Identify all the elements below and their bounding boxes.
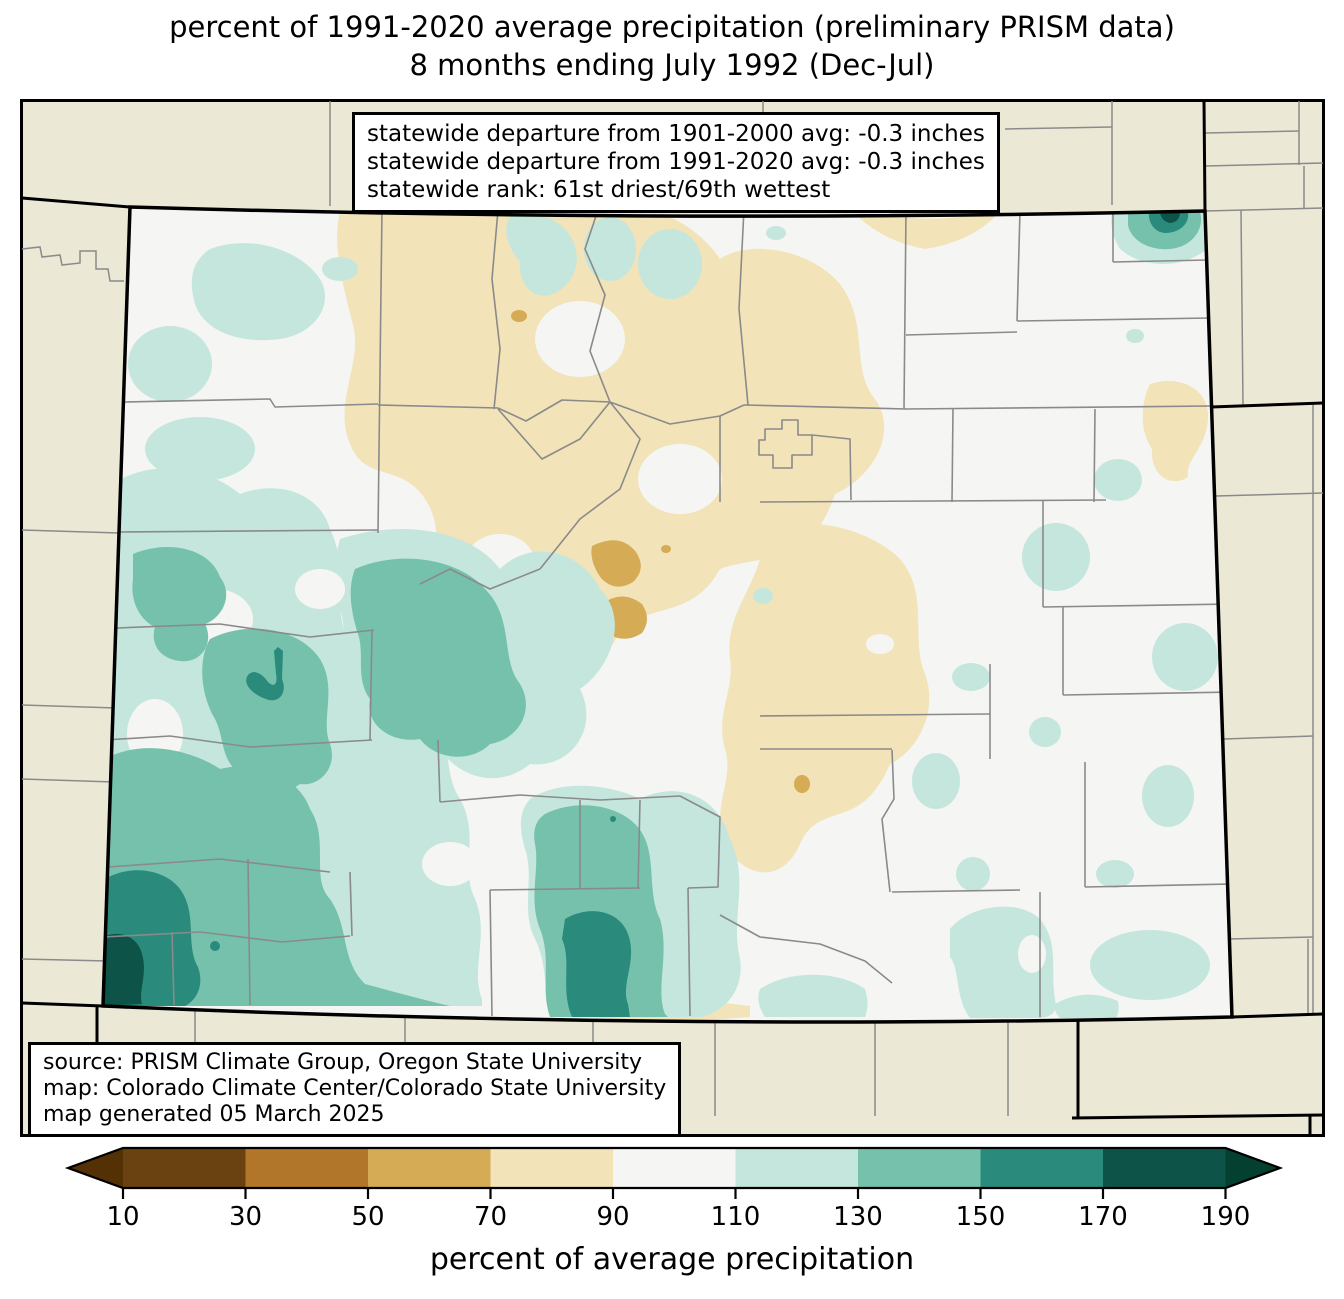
colorbar <box>58 1146 1288 1202</box>
colorbar-segment <box>368 1148 491 1188</box>
source-line-1: source: PRISM Climate Group, Oregon Stat… <box>43 1050 643 1075</box>
precipitation-contours <box>103 207 1218 1021</box>
title-line-1: percent of 1991-2020 average precipitati… <box>169 10 1175 44</box>
colorbar-axis-label: percent of average precipitation <box>429 1242 915 1277</box>
statewide-stats-box: statewide departure from 1901-2000 avg: … <box>352 112 1000 213</box>
figure-title: percent of 1991-2020 average precipitati… <box>0 8 1344 84</box>
map-area <box>20 99 1325 1137</box>
colorbar-segment <box>490 1148 613 1188</box>
colorbar-segment <box>1103 1148 1226 1188</box>
tick-label: 50 <box>351 1202 385 1232</box>
stats-line-2: statewide departure from 1991-2020 avg: … <box>367 149 985 175</box>
colorbar-tick-labels: 10 30 50 70 90 110 130 150 170 190 <box>58 1202 1288 1236</box>
colorbar-segment <box>245 1148 368 1188</box>
contours-150-170 <box>103 212 1189 1017</box>
title-line-2: 8 months ending July 1992 (Dec-Jul) <box>409 48 935 82</box>
contours-170-190 <box>103 212 1180 1006</box>
tick-label: 90 <box>596 1202 630 1232</box>
colorbar-svg <box>64 1146 1284 1199</box>
colorbar-segment <box>123 1148 246 1188</box>
colorado-county-lines <box>103 208 1232 1017</box>
tick-label: 110 <box>710 1202 761 1232</box>
colorbar-segment <box>613 1148 736 1188</box>
tick-label: 150 <box>955 1202 1006 1232</box>
colorbar-over-arrow <box>1225 1148 1280 1188</box>
tick-label: 170 <box>1078 1202 1128 1232</box>
tick-label: 70 <box>473 1202 508 1232</box>
source-credits-box: source: PRISM Climate Group, Oregon Stat… <box>28 1042 682 1137</box>
colorbar-under-arrow <box>68 1148 123 1188</box>
colorbar-ticks <box>121 1188 1227 1199</box>
source-line-2: map: Colorado Climate Center/Colorado St… <box>43 1076 667 1101</box>
tick-label: 130 <box>833 1202 883 1232</box>
colorbar-segment <box>735 1148 858 1188</box>
neighbor-county-lines <box>21 101 1324 1135</box>
source-line-3: map generated 05 March 2025 <box>43 1102 385 1127</box>
tick-label: 190 <box>1200 1202 1251 1232</box>
tick-label: 10 <box>106 1202 140 1232</box>
colorado-state-border <box>101 205 1234 1024</box>
stats-line-3: statewide rank: 61st driest/69th wettest <box>367 177 831 203</box>
colorbar-segment <box>858 1148 981 1188</box>
colorbar-segment <box>980 1148 1103 1188</box>
stats-line-1: statewide departure from 1901-2000 avg: … <box>367 121 985 147</box>
tick-label: 30 <box>228 1202 263 1232</box>
colorado-precipitation-map <box>20 99 1325 1137</box>
